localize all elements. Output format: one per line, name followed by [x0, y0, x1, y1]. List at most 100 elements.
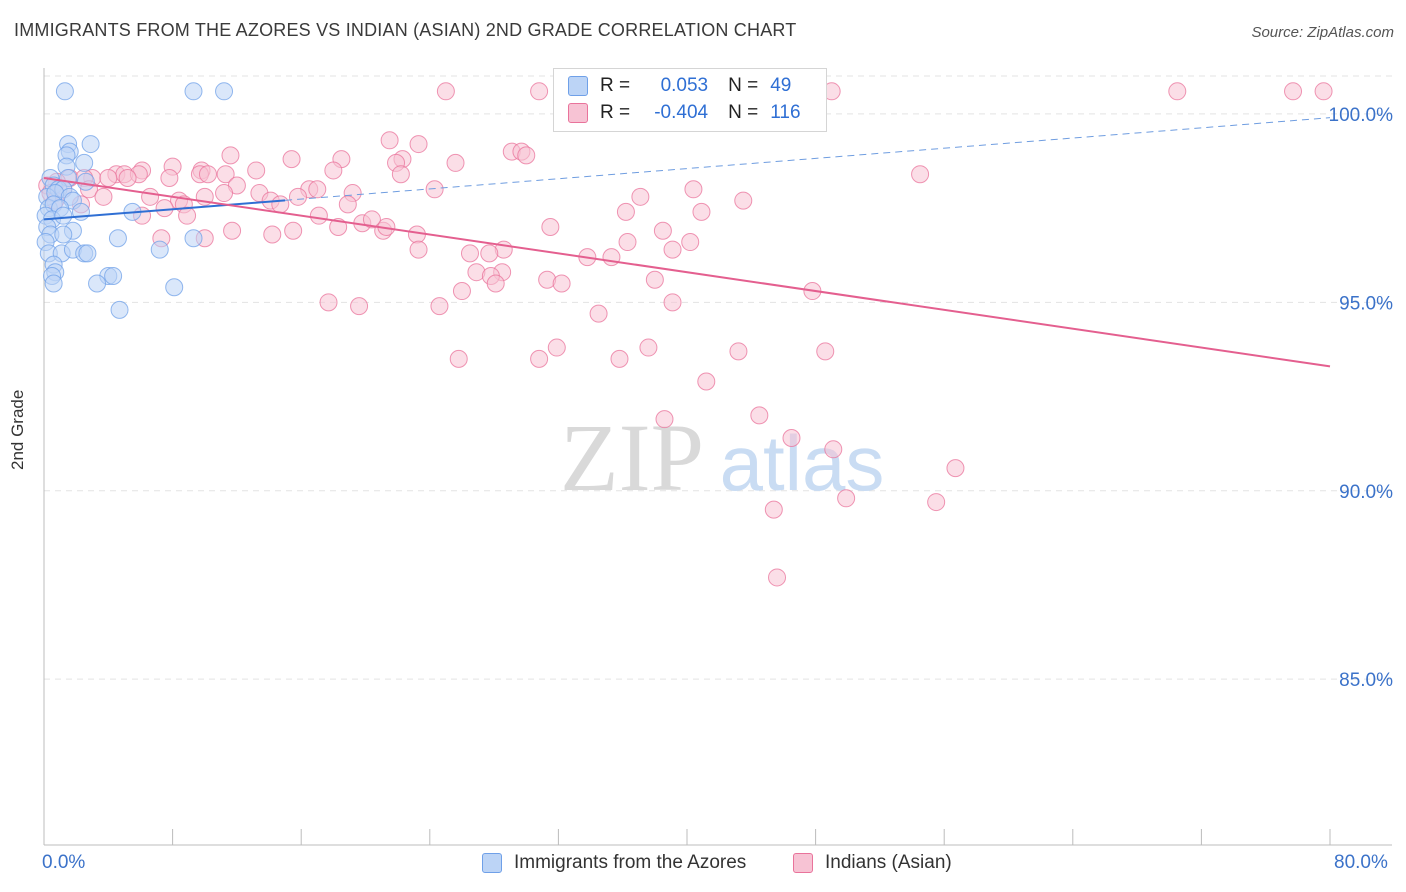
legend-row-indians: R = -0.404 N = 116	[568, 101, 801, 125]
x-axis-min-label: 0.0%	[42, 852, 86, 873]
point-indians	[602, 248, 621, 267]
point-indians	[319, 293, 338, 312]
point-indians	[816, 342, 835, 361]
point-indians	[338, 195, 357, 214]
point-indians	[684, 180, 703, 199]
legend-n-value: 49	[770, 75, 792, 96]
point-indians	[541, 217, 560, 236]
point-indians	[530, 349, 549, 368]
point-indians	[216, 165, 235, 184]
point-indians	[589, 304, 608, 323]
series-name-azores: Immigrants from the Azores	[514, 852, 747, 873]
point-indians	[460, 244, 479, 263]
point-indians	[94, 187, 113, 206]
y-tick-label: 90.0%	[1339, 482, 1393, 503]
point-azores	[150, 240, 169, 259]
point-azores	[78, 244, 97, 263]
point-indians	[530, 82, 549, 101]
axes	[43, 68, 1392, 846]
y-tick-label: 100.0%	[1329, 105, 1394, 126]
point-indians	[155, 199, 174, 218]
point-indians	[118, 168, 137, 187]
x-axis-max-label: 80.0%	[1334, 852, 1388, 873]
point-indians	[653, 221, 672, 240]
point-indians	[486, 274, 505, 293]
legend-r-label: R =	[600, 75, 631, 96]
legend-r-label: R =	[600, 102, 631, 123]
series-legend: Immigrants from the Azores Indians (Asia…	[0, 852, 1406, 878]
point-indians	[631, 187, 650, 206]
legend-n-label: N =	[728, 102, 759, 123]
point-indians	[911, 165, 930, 184]
point-azores	[55, 82, 74, 101]
y-tick-labels: 100.0% 95.0% 90.0% 85.0%	[1329, 105, 1394, 691]
point-indians	[198, 165, 217, 184]
legend-r-value: -0.404	[654, 102, 709, 123]
point-indians	[160, 168, 179, 187]
watermark-atlas: atlas	[720, 419, 885, 507]
point-indians	[309, 206, 328, 225]
point-azores	[54, 206, 73, 225]
point-indians	[247, 161, 266, 180]
point-indians	[425, 180, 444, 199]
point-indians	[350, 297, 369, 316]
trend-line-azores-dashed	[285, 117, 1331, 201]
point-indians	[837, 489, 856, 508]
point-indians	[436, 82, 455, 101]
watermark-zip: ZIP	[560, 404, 704, 511]
trend-layer	[43, 117, 1331, 368]
point-indians	[547, 338, 566, 357]
series-legend-indians: Indians (Asian)	[793, 852, 952, 874]
point-indians	[407, 225, 426, 244]
point-indians	[329, 217, 348, 236]
point-indians	[692, 202, 711, 221]
source-credit: Source: ZipAtlas.com	[1251, 24, 1394, 41]
point-indians	[1168, 82, 1187, 101]
point-indians	[517, 146, 536, 165]
correlation-legend: R = 0.053 N = 49 R = -0.404 N = 116	[553, 68, 827, 132]
legend-row-azores: R = 0.053 N = 49	[568, 74, 791, 98]
point-azores	[88, 274, 107, 293]
series-name-indians: Indians (Asian)	[825, 852, 952, 873]
point-indians	[380, 131, 399, 150]
point-azores	[76, 172, 95, 191]
point-indians	[552, 274, 571, 293]
legend-r-value: 0.053	[660, 75, 709, 96]
point-azores	[108, 229, 127, 248]
point-indians	[288, 187, 307, 206]
point-azores	[54, 225, 73, 244]
point-indians	[178, 206, 197, 225]
series-legend-azores: Immigrants from the Azores	[482, 852, 746, 874]
point-indians	[99, 168, 118, 187]
point-indians	[750, 406, 769, 425]
point-azores	[104, 266, 123, 285]
series-swatch-indians	[793, 853, 813, 873]
point-azores	[184, 229, 203, 248]
point-indians	[681, 233, 700, 252]
point-indians	[764, 500, 783, 519]
legend-swatch-azores	[568, 76, 588, 96]
point-indians	[729, 342, 748, 361]
point-indians	[308, 180, 327, 199]
point-indians	[927, 493, 946, 512]
trend-line-indians	[43, 176, 1331, 368]
point-indians	[655, 410, 674, 429]
point-indians	[324, 161, 343, 180]
point-indians	[480, 244, 499, 263]
point-indians	[284, 221, 303, 240]
y-tick-label: 85.0%	[1339, 670, 1393, 691]
point-indians	[1284, 82, 1303, 101]
point-indians	[824, 440, 843, 459]
point-azores	[44, 274, 63, 293]
point-indians	[263, 225, 282, 244]
point-indians	[639, 338, 658, 357]
point-indians	[618, 233, 637, 252]
point-azores	[81, 135, 100, 154]
point-indians	[391, 165, 410, 184]
point-indians	[768, 568, 787, 587]
point-indians	[734, 191, 753, 210]
point-indians	[645, 270, 664, 289]
point-indians	[449, 349, 468, 368]
series-swatch-azores	[482, 853, 502, 873]
